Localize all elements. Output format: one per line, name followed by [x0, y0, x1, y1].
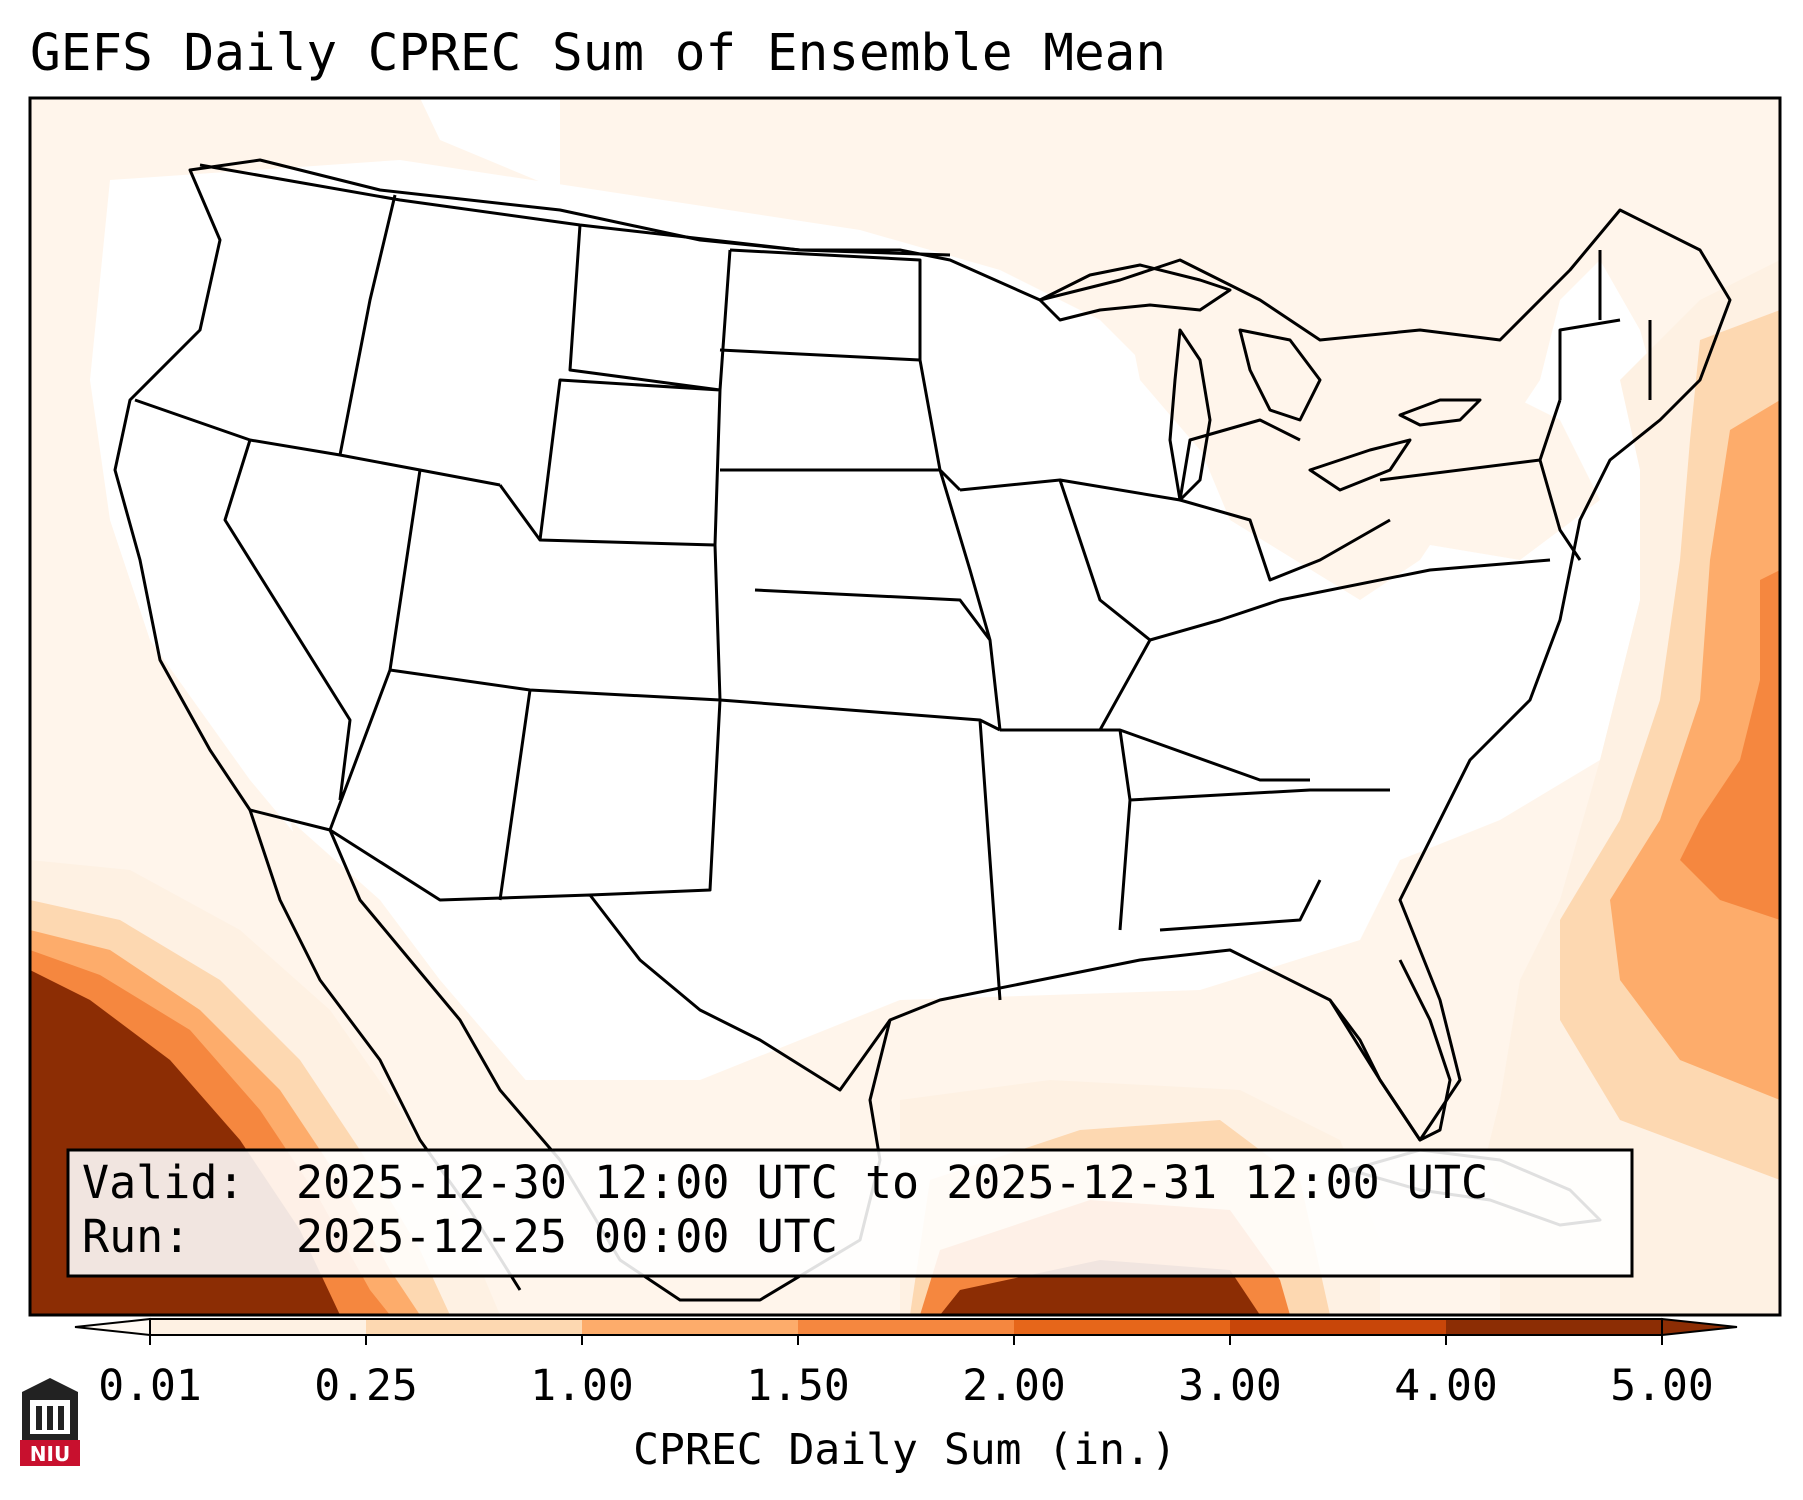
colorbar: 0.01 0.25 1.00 1.50 2.00 3.00 4.00 5.00	[74, 1317, 1738, 1411]
colorbar-tick-label: 4.00	[1394, 1361, 1498, 1411]
info-box: Valid: 2025-12-30 12:00 UTC to 2025-12-3…	[66, 1148, 1634, 1278]
lake-superior	[1038, 263, 1232, 322]
colorbar-segment	[1014, 1319, 1231, 1335]
valid-label: Valid:	[82, 1156, 245, 1209]
colorbar-tick-label: 1.00	[530, 1361, 634, 1411]
colorbar-segment	[1230, 1319, 1447, 1335]
colorbar-tick-label: 5.00	[1610, 1361, 1714, 1411]
colorbar-extend-min	[74, 1317, 151, 1337]
lake-ontario	[1398, 398, 1482, 427]
us-outline	[113, 158, 1732, 1142]
colorbar-segment	[150, 1319, 367, 1335]
lake-huron	[1238, 328, 1322, 422]
colorbar-tick-label: 3.00	[1178, 1361, 1282, 1411]
precipitation-shading	[30, 98, 1780, 1315]
state-lines-west	[134, 194, 922, 901]
map-frame	[28, 96, 1782, 1317]
lake-erie	[1308, 438, 1412, 492]
logo-badge	[20, 1440, 80, 1466]
colorbar-tick-label: 1.50	[746, 1361, 850, 1411]
logo-text: NIU	[30, 1442, 70, 1466]
shade-light-ne	[1120, 280, 1600, 560]
colorbar-tick-label: 2.00	[962, 1361, 1066, 1411]
run-label: Run:	[82, 1210, 190, 1263]
run-value: 2025-12-25 00:00 UTC	[296, 1210, 838, 1263]
info-box-frame	[66, 1148, 1634, 1278]
shade-atlantic-4	[1680, 570, 1780, 920]
state-lines-central	[719, 359, 1551, 1001]
colorbar-segment	[582, 1319, 799, 1335]
colorbar-outline	[149, 1318, 1663, 1336]
florida	[1328, 959, 1452, 1142]
colorbar-extend-max	[1661, 1317, 1738, 1337]
valid-value: 2025-12-30 12:00 UTC to 2025-12-31 12:00…	[296, 1156, 1488, 1209]
colorbar-segment	[798, 1319, 1015, 1335]
colorbar-tick-label: 0.01	[98, 1361, 202, 1411]
map-area: Valid: 2025-12-30 12:00 UTC to 2025-12-3…	[30, 98, 1780, 1315]
lake-michigan	[1168, 328, 1212, 502]
colorbar-label: CPREC Daily Sum (in.)	[633, 1425, 1177, 1475]
colorbar-segment	[366, 1319, 583, 1335]
state-lines-east	[959, 250, 1652, 642]
colorbar-segment	[1446, 1319, 1663, 1335]
colorbar-tick-label: 0.25	[314, 1361, 418, 1411]
shade-clear-interior	[90, 160, 1700, 1080]
map-title: GEFS Daily CPREC Sum of Ensemble Mean	[30, 24, 1166, 83]
shade-atlantic-3	[1610, 400, 1780, 1100]
niu-logo: NIU	[20, 1378, 80, 1466]
